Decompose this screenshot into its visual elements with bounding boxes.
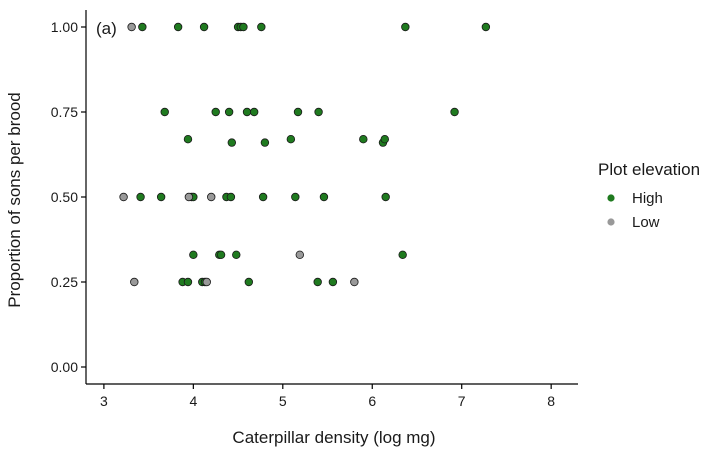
y-tick-label: 1.00 xyxy=(51,19,78,35)
data-point-high xyxy=(249,107,259,117)
data-point-high xyxy=(381,192,390,202)
data-point-high xyxy=(173,22,183,32)
data-point-high xyxy=(328,277,338,287)
x-tick-label: 7 xyxy=(458,393,466,409)
points-layer xyxy=(119,22,491,287)
legend-label-high: High xyxy=(632,190,663,207)
x-tick-label: 4 xyxy=(189,393,197,409)
data-point-low xyxy=(350,277,359,287)
legend-key-low xyxy=(607,218,615,226)
y-axis-ticks: 0.00 0.25 0.50 0.75 1.00 xyxy=(51,19,86,375)
data-point-high xyxy=(313,277,322,287)
data-point-high xyxy=(450,107,459,117)
y-tick-label: 0.00 xyxy=(51,359,78,375)
data-point-high xyxy=(183,277,193,287)
data-point-high xyxy=(216,250,226,259)
data-point-low xyxy=(130,277,139,287)
data-point-high xyxy=(211,107,220,117)
data-point-high xyxy=(160,107,169,117)
data-point-high xyxy=(257,22,266,32)
data-point-high xyxy=(136,192,145,202)
x-tick-label: 8 xyxy=(547,393,555,409)
x-axis-title: Caterpillar density (log mg) xyxy=(232,428,435,447)
panel-label: (a) xyxy=(96,19,117,38)
data-point-high xyxy=(224,107,234,117)
data-point-high xyxy=(227,138,237,147)
data-point-high xyxy=(380,134,389,144)
y-tick-label: 0.75 xyxy=(51,104,78,120)
data-point-high xyxy=(156,192,166,202)
data-point-high xyxy=(319,192,329,202)
legend-key-high xyxy=(607,194,615,202)
y-tick-label: 0.25 xyxy=(51,274,78,290)
x-tick-label: 5 xyxy=(279,393,287,409)
data-point-high xyxy=(286,134,296,144)
data-point-high xyxy=(226,192,236,202)
data-point-high xyxy=(199,22,209,32)
y-tick-label: 0.50 xyxy=(51,189,78,205)
data-point-high xyxy=(314,107,323,117)
data-point-high xyxy=(359,134,368,144)
data-point-high xyxy=(293,107,303,117)
legend-title: Plot elevation xyxy=(598,160,700,179)
data-point-high xyxy=(244,277,254,287)
y-axis-title: Proportion of sons per brood xyxy=(5,92,24,307)
data-point-high xyxy=(138,22,147,32)
data-point-high xyxy=(291,192,300,202)
legend: Plot elevation High Low xyxy=(598,160,700,231)
legend-label-low: Low xyxy=(632,214,660,231)
data-point-high xyxy=(398,250,407,259)
legend-items: High Low xyxy=(607,190,663,231)
x-axis-ticks: 3 4 5 6 7 8 xyxy=(100,384,555,409)
data-point-high xyxy=(258,192,268,202)
data-point-high xyxy=(242,107,252,117)
data-point-low xyxy=(202,277,211,287)
data-point-low xyxy=(127,22,136,32)
data-point-high xyxy=(260,138,270,147)
data-point-high xyxy=(183,134,193,144)
data-point-low xyxy=(295,250,304,259)
data-point-high xyxy=(481,22,491,32)
data-point-high xyxy=(189,250,198,259)
data-point-low xyxy=(184,192,194,202)
data-point-low xyxy=(119,192,128,202)
data-point-high xyxy=(232,250,241,259)
data-point-high xyxy=(401,22,410,32)
x-tick-label: 6 xyxy=(368,393,376,409)
data-point-high xyxy=(239,22,248,32)
x-tick-label: 3 xyxy=(100,393,108,409)
data-point-low xyxy=(207,192,216,202)
